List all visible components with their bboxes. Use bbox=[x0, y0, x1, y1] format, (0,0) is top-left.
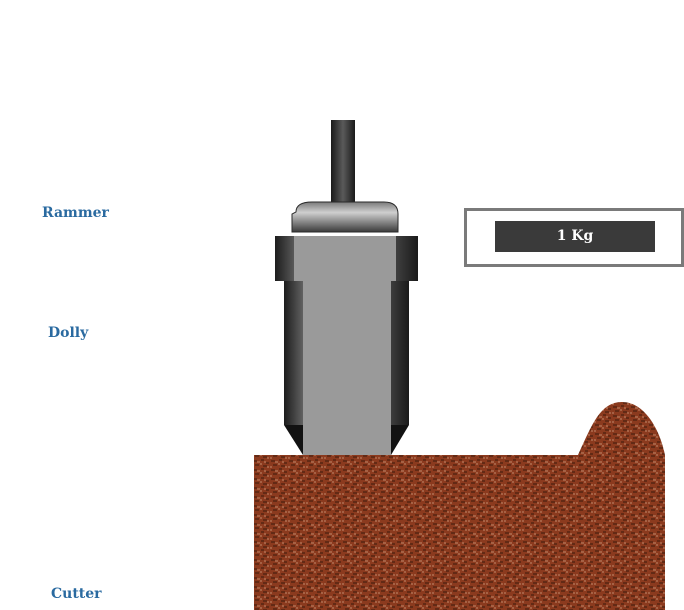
rammer-label: Rammer bbox=[42, 205, 109, 221]
cutting-edge-left bbox=[284, 425, 303, 455]
dolly-label: Dolly bbox=[48, 325, 89, 341]
weight-panel: 1 Kg bbox=[464, 208, 684, 267]
weight-display: 1 Kg bbox=[495, 221, 655, 252]
cutter-label: Cutter bbox=[51, 586, 102, 602]
soil-block bbox=[254, 455, 665, 610]
rammer-rod bbox=[331, 120, 355, 212]
cutter-inner bbox=[303, 281, 391, 455]
dolly-inner-top bbox=[294, 236, 396, 281]
rammer-head bbox=[291, 201, 399, 233]
soil-mound bbox=[578, 402, 665, 455]
cutting-edge-right bbox=[391, 425, 409, 455]
